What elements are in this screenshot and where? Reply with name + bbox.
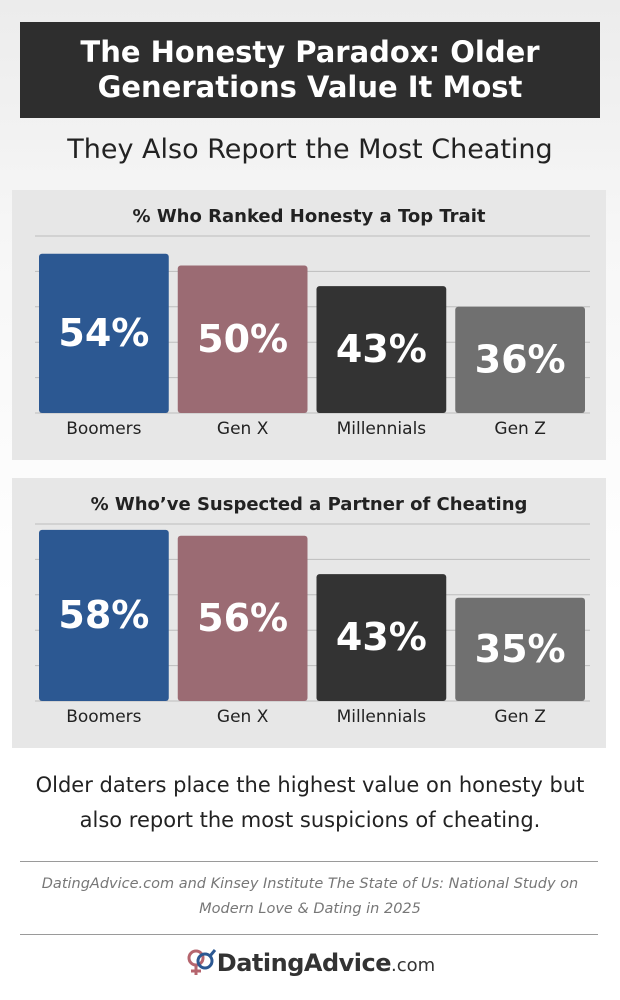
value-label: 43% [336,327,427,371]
bar [316,286,447,413]
bar [177,535,308,701]
bar [316,574,447,701]
category-label: Gen X [217,419,269,439]
value-label: 58% [58,593,149,637]
note: Older daters place the highest value on … [35,773,585,832]
divider [20,934,598,935]
value-label: 43% [336,615,427,659]
bar [455,306,585,413]
logo-name: DatingAdvice [216,949,392,977]
logo-icon [187,949,216,975]
category-label: Boomers [66,419,141,439]
value-label: 50% [197,317,288,361]
bar [455,597,585,701]
category-label: Gen Z [494,707,545,727]
chart-title: % Who’ve Suspected a Partner of Cheating [91,494,528,515]
header-title: The Honesty Paradox: Older Generations V… [20,22,600,118]
chart-panel: % Who’ve Suspected a Partner of Cheating… [12,478,606,748]
logo: DatingAdvice.com [0,947,620,977]
category-label: Boomers [66,707,141,727]
category-label: Millennials [337,707,427,727]
chart-panel: % Who Ranked Honesty a Top Trait 54% Boome… [12,190,606,460]
divider [20,861,598,862]
value-label: 35% [475,627,566,671]
subtitle: They Also Report the Most Cheating [67,134,553,165]
value-label: 56% [197,596,288,640]
bar [177,265,308,413]
value-label: 36% [475,337,566,381]
bar [39,253,169,413]
category-label: Gen X [217,707,269,727]
category-label: Gen Z [494,419,545,439]
category-label: Millennials [337,419,427,439]
chart-title: % Who Ranked Honesty a Top Trait [133,206,486,227]
value-label: 54% [58,311,149,355]
bar [39,529,169,701]
source: DatingAdvice.com and Kinsey Institute Th… [41,876,579,917]
logo-suffix: .com [391,955,436,976]
